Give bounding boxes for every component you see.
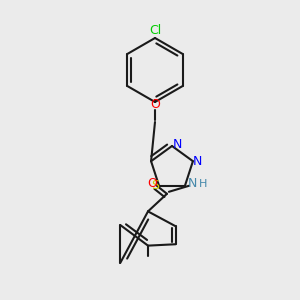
Text: S: S <box>151 179 159 192</box>
Text: Cl: Cl <box>149 23 161 37</box>
Text: O: O <box>150 98 160 112</box>
Text: O: O <box>147 177 157 190</box>
Text: N: N <box>193 155 203 168</box>
Text: N: N <box>188 177 198 190</box>
Text: H: H <box>199 179 207 189</box>
Text: N: N <box>172 137 182 151</box>
